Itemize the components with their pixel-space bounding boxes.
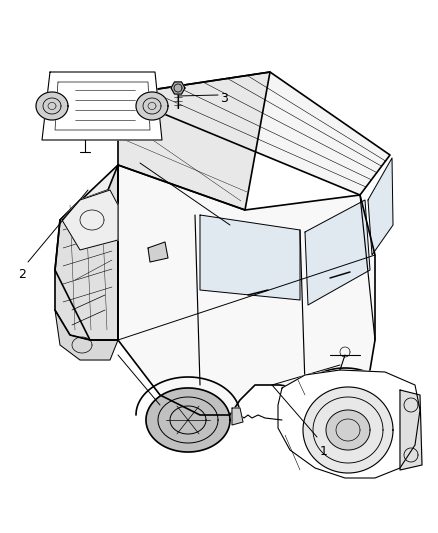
Polygon shape <box>55 165 118 340</box>
Polygon shape <box>326 410 370 450</box>
Polygon shape <box>42 72 162 140</box>
Polygon shape <box>148 242 168 262</box>
Polygon shape <box>36 92 68 120</box>
Polygon shape <box>118 72 270 210</box>
Text: 1: 1 <box>320 445 328 458</box>
Polygon shape <box>200 215 300 300</box>
Polygon shape <box>305 200 370 305</box>
Polygon shape <box>146 388 230 452</box>
Polygon shape <box>368 158 393 255</box>
Polygon shape <box>171 82 185 94</box>
Text: 2: 2 <box>18 268 26 281</box>
Polygon shape <box>62 190 118 250</box>
Polygon shape <box>307 377 383 433</box>
Polygon shape <box>136 92 168 120</box>
Polygon shape <box>118 72 390 195</box>
Polygon shape <box>55 165 118 340</box>
Polygon shape <box>278 370 420 478</box>
Polygon shape <box>55 310 118 360</box>
Polygon shape <box>400 390 422 470</box>
Polygon shape <box>303 387 393 473</box>
Polygon shape <box>232 408 243 425</box>
Text: 3: 3 <box>220 93 228 106</box>
Polygon shape <box>118 165 375 415</box>
